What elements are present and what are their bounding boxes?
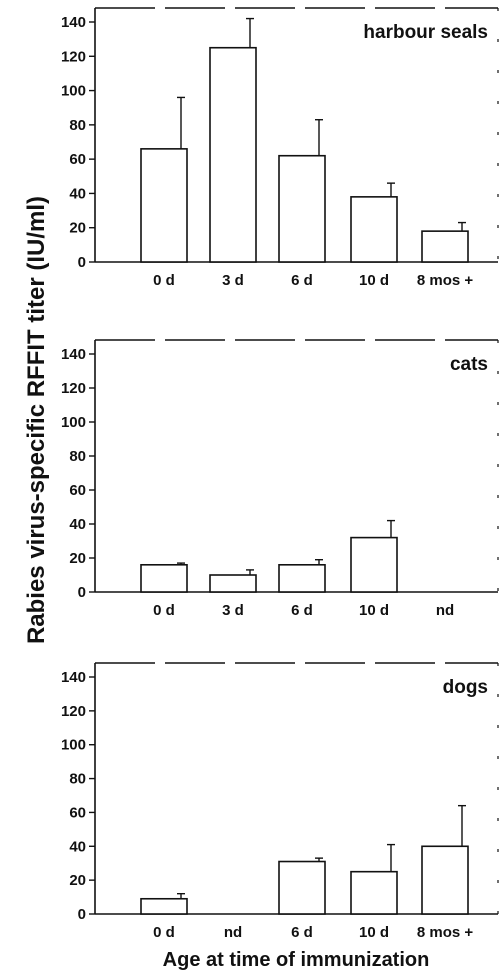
- y-tick-label: 140: [61, 14, 86, 31]
- bar-0-d: [140, 563, 188, 593]
- panel-title: dogs: [443, 677, 488, 698]
- category-label-0-d: 0 d: [153, 272, 175, 289]
- y-tick-label: 40: [69, 516, 86, 533]
- bar-0-d: [140, 148, 188, 263]
- y-tick-label: 100: [61, 414, 86, 431]
- bar-8-mos: [421, 230, 469, 263]
- panel-cats: 0 20 40 60 80 100 120 140 cats 0 d 3 d 6 d 10 d nd: [61, 339, 499, 619]
- panel-harbour-seals: 0 20 40 60 80 100 120 140 harbour seals 0 d 3 d 6 d…: [61, 7, 499, 289]
- x-axis-label: Age at time of immunization: [163, 949, 430, 971]
- bar-10-d: [350, 196, 398, 263]
- y-tick-label: 120: [61, 48, 86, 65]
- panel-dogs: 0 20 40 60 80 100 120 140 dogs 0 d nd 6 d 10 d 8 mos …: [61, 662, 499, 941]
- y-tick-label: 60: [69, 151, 86, 168]
- bar-3-d: [209, 46, 257, 263]
- bar-10-d: [350, 536, 398, 593]
- category-label-10-d: 10 d: [359, 602, 389, 619]
- y-tick-label: 0: [78, 906, 86, 923]
- category-label-6-d: 6 d: [291, 272, 313, 289]
- category-label-8-mos: 8 mos +: [417, 924, 474, 941]
- chart-panels: 0 20 40 60 80 100 120 140 harbour seals 0 d 3 d 6 d…: [61, 7, 499, 941]
- y-tick-label: 120: [61, 380, 86, 397]
- bar-0-d: [140, 897, 188, 915]
- y-tick-label: 100: [61, 83, 86, 100]
- bar-6-d: [278, 154, 326, 263]
- y-tick-label: 120: [61, 703, 86, 720]
- y-tick-label: 40: [69, 838, 86, 855]
- bar-10-d: [350, 870, 398, 915]
- category-label-3-d: 3 d: [222, 602, 244, 619]
- y-tick-label: 100: [61, 737, 86, 754]
- panel-title: harbour seals: [363, 22, 488, 43]
- category-label-0-d: 0 d: [153, 602, 175, 619]
- y-tick-label: 0: [78, 584, 86, 601]
- y-tick-label: 80: [69, 448, 86, 465]
- category-label-nd: nd: [436, 602, 454, 619]
- y-tick-label: 20: [69, 550, 86, 567]
- y-tick-label: 80: [69, 117, 86, 134]
- category-label-3-d: 3 d: [222, 272, 244, 289]
- category-label-6-d: 6 d: [291, 924, 313, 941]
- y-tick-label: 140: [61, 346, 86, 363]
- y-tick-label: 40: [69, 185, 86, 202]
- bar-3-d: [209, 574, 257, 593]
- y-tick-label: 60: [69, 804, 86, 821]
- category-label-0-d: 0 d: [153, 924, 175, 941]
- y-tick-label: 20: [69, 220, 86, 237]
- category-label-10-d: 10 d: [359, 924, 389, 941]
- category-label-nd: nd: [224, 924, 242, 941]
- bar-8-mos: [421, 845, 469, 915]
- y-axis-label: Rabies virus-specific RFFIT titer (IU/ml…: [23, 196, 50, 644]
- y-tick-label: 140: [61, 669, 86, 686]
- category-label-8-mos: 8 mos +: [417, 272, 474, 289]
- category-label-6-d: 6 d: [291, 602, 313, 619]
- bar-6-d: [278, 563, 326, 593]
- panel-title: cats: [450, 354, 488, 375]
- y-tick-label: 80: [69, 771, 86, 788]
- category-label-10-d: 10 d: [359, 272, 389, 289]
- y-tick-label: 0: [78, 254, 86, 271]
- y-tick-label: 60: [69, 482, 86, 499]
- y-tick-label: 20: [69, 872, 86, 889]
- bar-6-d: [278, 860, 326, 915]
